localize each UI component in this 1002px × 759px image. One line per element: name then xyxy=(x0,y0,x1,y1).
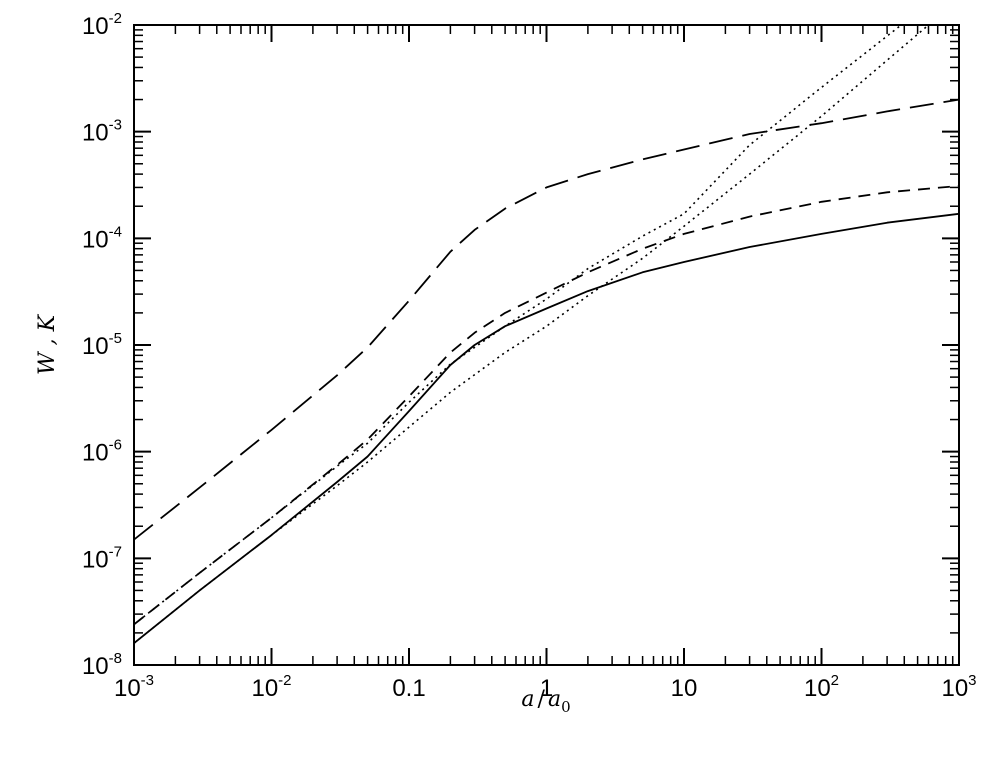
plot-frame xyxy=(133,24,960,666)
x-tick-labels: 10-3 10-2 0.1 1 10 102 103 xyxy=(114,672,977,702)
minor-ticks xyxy=(134,25,959,665)
y-tick-label: 10-3 xyxy=(82,117,122,147)
y-tick-label: 10-5 xyxy=(82,330,122,360)
solid-curve-line xyxy=(134,212,959,644)
x-tick-label: 10-3 xyxy=(114,672,154,702)
x-tick-label: 10-2 xyxy=(251,672,291,702)
y-axis-title: W , K xyxy=(35,313,60,375)
x-axis-title: a / a0 xyxy=(521,687,570,716)
y-tick-label: 10-8 xyxy=(82,650,122,680)
y-tick-label: 10-4 xyxy=(82,223,122,253)
x-tick-label: 102 xyxy=(804,672,839,702)
x-tick-label: 103 xyxy=(941,672,976,702)
lower-dotted-curve-line xyxy=(134,25,930,644)
y-tick-label: 10-7 xyxy=(82,543,122,573)
y-tick-label: 10-6 xyxy=(82,437,122,467)
upper-dotted-curve-line xyxy=(134,25,902,626)
long-dashed-curve-line xyxy=(134,98,959,541)
series-layer xyxy=(134,25,959,644)
short-dashed-curve-line xyxy=(134,185,959,626)
major-ticks xyxy=(133,24,960,666)
y-tick-labels: 10-8 10-7 10-6 10-5 10-4 10-3 10-2 xyxy=(82,10,122,680)
x-tick-label: 10 xyxy=(671,675,698,702)
x-tick-label: 0.1 xyxy=(392,675,425,702)
x-tick-label: 1 xyxy=(540,675,553,702)
y-tick-label: 10-2 xyxy=(82,10,122,40)
